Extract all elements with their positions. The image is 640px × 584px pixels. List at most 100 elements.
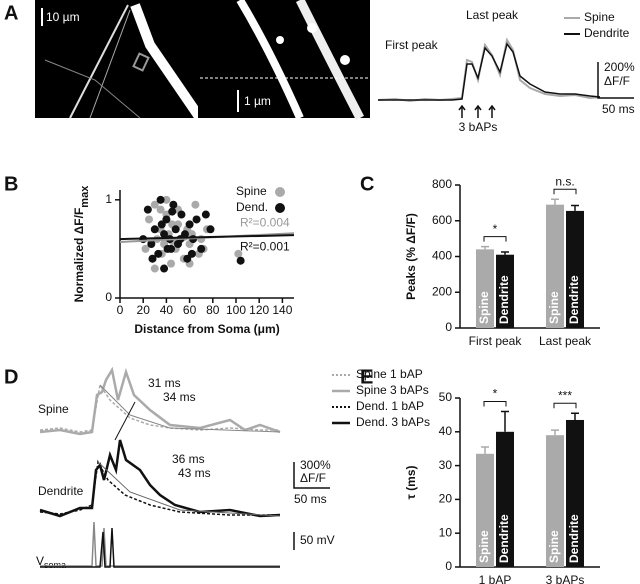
y-axis-title: Peaks (% ΔF/F): [404, 213, 418, 300]
error-bar: [551, 429, 559, 436]
y-tick-label: 50: [439, 390, 453, 404]
scale-label: 200%: [604, 60, 635, 74]
y-tick-label: 400: [432, 249, 452, 263]
bar-label: Spine: [477, 291, 491, 324]
error-bar: [551, 198, 559, 205]
fit-line: [119, 234, 295, 241]
panel-label: A: [4, 2, 18, 24]
legend-label: Dend.: [236, 200, 268, 214]
point: [236, 256, 245, 265]
point: [156, 205, 165, 214]
tau-label: 36 ms: [172, 452, 205, 466]
scale-label: 50 mV: [300, 533, 335, 547]
point: [150, 200, 159, 209]
panel-label: D: [4, 366, 18, 388]
point: [157, 220, 166, 229]
bar-label: Spine: [477, 530, 491, 563]
point: [156, 195, 165, 204]
fit-label: R²=0.001: [240, 239, 290, 253]
bar: [476, 249, 494, 328]
y-axis-title: Normalized ΔF/Fmax: [72, 185, 91, 303]
point: [234, 249, 243, 258]
point: [169, 200, 178, 209]
y-tick-label: 30: [439, 458, 453, 472]
tau-label: 31 ms: [148, 376, 181, 390]
y-tick-label: 40: [439, 424, 453, 438]
y-tick-label: 0: [445, 320, 452, 334]
error-bar: [501, 251, 509, 255]
point: [150, 264, 159, 273]
x-tick-label: 40: [160, 303, 174, 317]
scale-label: 1 µm: [244, 94, 271, 108]
legend-label: Spine: [236, 184, 267, 198]
error-bar: [501, 410, 509, 432]
point: [206, 225, 215, 234]
x-tick-label: Last peak: [539, 334, 592, 348]
point: [185, 220, 194, 229]
point: [167, 244, 176, 253]
x-tick-label: 100: [226, 303, 246, 317]
annotation: First peak: [385, 38, 439, 52]
x-tick-label: 0: [117, 303, 124, 317]
legend-label: Dend. 1 bAP: [356, 399, 424, 413]
y-tick-label: 1: [105, 192, 112, 206]
scale-label: ΔF/F: [300, 471, 326, 485]
bar: [566, 210, 584, 328]
point: [191, 200, 200, 209]
scale-label: 50 ms: [602, 102, 635, 116]
significance-bracket: [483, 236, 507, 242]
y-tick-label: 0: [445, 559, 452, 573]
x-tick-label: 3 bAPs: [546, 573, 585, 584]
point: [141, 244, 150, 253]
row-label: Dendrite: [38, 484, 84, 498]
legend-label: Dendrite: [584, 26, 630, 40]
point: [187, 249, 196, 258]
y-tick-label: 10: [439, 525, 453, 539]
bar-label: Spine: [547, 530, 561, 563]
x-tick-label: First peak: [469, 334, 523, 348]
significance-bracket: [553, 188, 577, 195]
error-bar: [571, 412, 579, 420]
x-tick-label: 120: [249, 303, 269, 317]
legend-label: Dend. 3 bAPs: [356, 415, 430, 429]
legend-label: Spine 3 bAPs: [356, 383, 429, 397]
significance-bracket: [483, 401, 507, 407]
legend-label: Spine: [584, 10, 615, 24]
y-tick-label: 0: [105, 290, 112, 304]
point: [201, 210, 210, 219]
significance-label: n.s.: [555, 174, 574, 188]
scale-label: 50 ms: [294, 492, 327, 506]
bar-label: Spine: [547, 291, 561, 324]
point: [167, 259, 176, 268]
row-label: Vsoma: [36, 554, 66, 570]
y-title-main: Normalized ΔF/F: [72, 208, 86, 303]
point: [192, 215, 201, 224]
y-tick-label: 20: [439, 492, 453, 506]
point: [168, 207, 177, 216]
point: [160, 264, 169, 273]
point: [148, 254, 157, 263]
point: [143, 205, 152, 214]
scale-label: 300%: [300, 458, 331, 472]
y-title-sub: max: [79, 185, 91, 208]
legend-label: Spine 1 bAP: [356, 367, 423, 381]
bar: [546, 204, 564, 328]
point: [160, 230, 169, 239]
point: [171, 225, 180, 234]
y-axis-title: τ (ms): [404, 465, 418, 499]
x-axis-title: Distance from Soma (μm): [134, 322, 279, 336]
y-tick-label: 200: [432, 284, 452, 298]
bar-label: Dendrite: [497, 514, 511, 563]
error-bar: [571, 204, 579, 211]
significance-label: *: [493, 222, 498, 236]
error-bar: [481, 446, 489, 454]
bar-label: Dendrite: [497, 275, 511, 324]
y-tick-label: 600: [432, 213, 452, 227]
x-tick-label: 1 bAP: [479, 573, 512, 584]
significance-label: ***: [558, 388, 572, 402]
y-tick-label: 800: [432, 177, 452, 191]
bar: [496, 254, 514, 328]
point: [154, 249, 163, 258]
point: [145, 215, 153, 224]
